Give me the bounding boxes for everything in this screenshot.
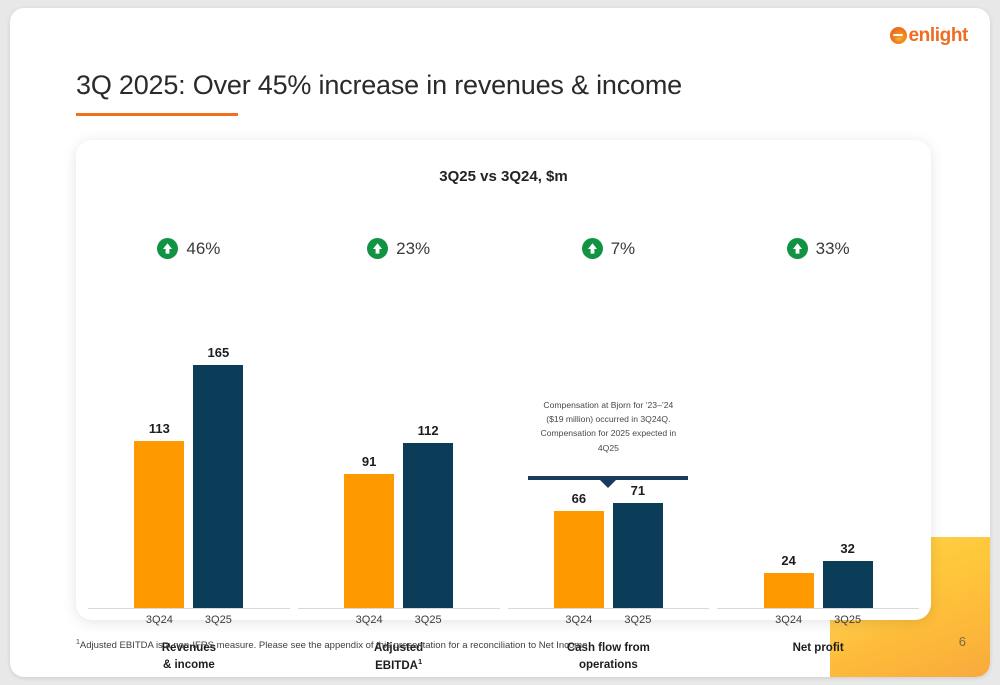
- plot-area: 113 165: [84, 210, 294, 608]
- bar-item[interactable]: 91: [344, 454, 395, 608]
- baseline-axis: [88, 608, 290, 609]
- baseline-axis: [297, 608, 500, 609]
- bars: 91 112: [294, 210, 504, 608]
- category-label: Revenues & income: [84, 640, 294, 673]
- category-label-line1: Revenues: [161, 642, 217, 654]
- plot-area: 91 112: [294, 210, 504, 608]
- bar-value-label: 91: [361, 454, 377, 469]
- chart-annotation: Compensation at Bjorn for ’23–’24 ($19 mi…: [510, 398, 706, 455]
- footnote-marker: 1: [76, 638, 80, 646]
- x-tick-label: 3Q25: [204, 614, 232, 626]
- x-tick-label: 3Q24: [775, 614, 803, 626]
- x-tick-label: 3Q24: [355, 614, 383, 626]
- slide: 6 enlight 3Q 2025: Over 45% increase in …: [10, 8, 990, 677]
- bar-group-3: 7% Compensation at Bjorn for ’23–’24 ($19 …: [504, 210, 714, 671]
- category-label: Net profit: [713, 640, 923, 657]
- category-footnote-marker: 1: [417, 656, 423, 666]
- baseline-axis: [717, 608, 919, 609]
- title-block: 3Q 2025: Over 45% increase in revenues &…: [76, 70, 682, 116]
- x-tick-label: 3Q25: [834, 614, 862, 626]
- x-axis-ticks: 3Q24 3Q25: [504, 614, 714, 626]
- bar-item[interactable]: 71: [612, 483, 663, 608]
- category-label: Adjusted EBITDA1: [294, 640, 504, 674]
- delta-indicator: 46%: [84, 238, 294, 259]
- bar-3q25[interactable]: [612, 503, 663, 608]
- annotation-line3: Compensation for 2025 expected in: [540, 428, 677, 439]
- bar-3q25[interactable]: [403, 443, 454, 608]
- bar-3q25[interactable]: [193, 365, 244, 608]
- bar-3q24[interactable]: [344, 474, 395, 608]
- bar-group-4: 33% 24 32 3Q24 3Q25 Net profit: [713, 210, 923, 654]
- delta-value: 33%: [815, 238, 850, 258]
- title-underline-rule: [76, 113, 238, 116]
- bar-group-2: 23% 91 112 3Q24 3Q25 Adjusted EBITDA1: [294, 210, 504, 672]
- bar-value-label: 32: [840, 541, 855, 556]
- baseline-axis: [507, 608, 710, 609]
- x-axis-ticks: 3Q24 3Q25: [713, 614, 923, 626]
- bar-value-label: 71: [630, 483, 646, 498]
- bar-item[interactable]: 32: [822, 541, 873, 608]
- footnote: 1Adjusted EBITDA is a non-IFRS measure. …: [76, 639, 587, 651]
- bars: 24 32: [713, 210, 923, 608]
- x-tick-label: 3Q25: [414, 614, 442, 626]
- bar-item[interactable]: 112: [403, 423, 454, 608]
- annotation-pointer-bracket: [528, 475, 689, 488]
- annotation-line1: Compensation at Bjorn for ’23–’24: [543, 400, 674, 410]
- bar-value-label: 66: [571, 491, 587, 506]
- page-title: 3Q 2025: Over 45% increase in revenues &…: [76, 70, 682, 100]
- bar-3q25[interactable]: [822, 561, 873, 608]
- bar-item[interactable]: 24: [763, 553, 814, 608]
- x-tick-label: 3Q24: [565, 614, 593, 626]
- arrow-up-icon: [157, 238, 179, 259]
- plot-area: 24 32: [713, 210, 923, 608]
- delta-value: 7%: [610, 238, 636, 258]
- annotation-line2: ($19 million) occurred in 3Q24Q.: [546, 414, 671, 425]
- chart-title: 3Q25 vs 3Q24, $m: [439, 168, 568, 185]
- enlight-logo-text: enlight: [908, 25, 969, 46]
- arrow-up-icon: [786, 238, 808, 259]
- bar-value-label: 24: [781, 553, 796, 568]
- page-number: 6: [958, 634, 966, 649]
- bar-value-label: 113: [148, 421, 170, 436]
- plot-area: 66 71: [504, 210, 714, 608]
- bar-group-1: 46% 113 165 3Q24 3Q25 Revenues & income: [84, 210, 294, 671]
- delta-indicator: 7%: [504, 238, 714, 259]
- category-label-line1: Cash flow from: [566, 642, 650, 654]
- x-tick-label: 3Q24: [145, 614, 173, 626]
- enlight-logo: enlight: [889, 25, 969, 46]
- x-tick-label: 3Q25: [624, 614, 652, 626]
- arrow-up-icon: [367, 238, 389, 259]
- delta-indicator: 23%: [294, 238, 504, 259]
- delta-value: 46%: [186, 238, 221, 258]
- enlight-logo-mark-icon: [889, 27, 907, 44]
- bar-3q24[interactable]: [553, 511, 604, 608]
- bar-item[interactable]: 165: [193, 345, 244, 608]
- bar-value-label: 165: [207, 345, 230, 360]
- category-label-line1: Adjusted: [374, 642, 424, 654]
- footnote-text: Adjusted EBITDA is a non-IFRS measure. P…: [79, 640, 588, 651]
- bar-chart-groups: 46% 113 165 3Q24 3Q25 Revenues & income 23% 91 11…: [84, 210, 923, 672]
- bar-3q24[interactable]: [134, 441, 185, 608]
- delta-value: 23%: [396, 238, 431, 258]
- arrow-up-icon: [581, 238, 603, 259]
- category-label-line2: EBITDA1: [375, 656, 423, 672]
- chart-card: 3Q25 vs 3Q24, $m 46% 113 165 3Q24 3Q25 Revenu…: [76, 140, 931, 672]
- bar-item[interactable]: 113: [134, 421, 185, 608]
- bars: 66 71: [504, 210, 714, 608]
- category-label: Cash flow from operations: [504, 640, 714, 673]
- category-label-line2: operations: [578, 658, 638, 671]
- bar-3q24[interactable]: [763, 573, 814, 608]
- category-label-line1: Net profit: [792, 642, 844, 654]
- bar-item[interactable]: 66: [553, 491, 604, 608]
- x-axis-ticks: 3Q24 3Q25: [84, 614, 294, 626]
- bar-value-label: 112: [417, 423, 439, 438]
- x-axis-ticks: 3Q24 3Q25: [294, 614, 504, 626]
- delta-indicator: 33%: [713, 238, 923, 259]
- annotation-line4: 4Q25: [597, 442, 619, 453]
- bars: 113 165: [84, 210, 294, 608]
- category-label-line2: & income: [162, 658, 215, 671]
